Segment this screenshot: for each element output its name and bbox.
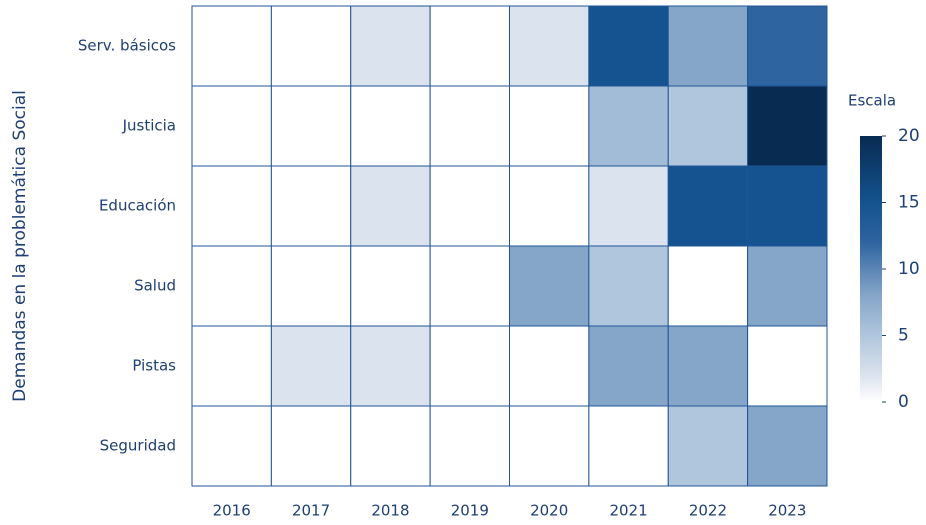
heat-cell <box>270 5 352 87</box>
heat-cell <box>350 85 431 167</box>
heat-cell <box>191 85 272 167</box>
heat-cell <box>350 325 431 407</box>
colorbar <box>860 136 882 402</box>
heat-cell <box>667 325 749 407</box>
x-tick-label: 2017 <box>292 502 330 520</box>
heat-cell <box>588 85 669 167</box>
colorbar-title: Escala <box>848 92 896 110</box>
heat-cell <box>588 325 669 407</box>
heat-cell <box>429 5 510 87</box>
x-tick-label: 2019 <box>451 502 489 520</box>
heat-cell <box>191 245 272 327</box>
heat-cell <box>350 5 431 87</box>
heat-cell <box>350 165 431 247</box>
heat-cell <box>588 5 669 87</box>
x-tick-label: 2016 <box>213 502 251 520</box>
y-tick-label: Justicia <box>122 117 176 135</box>
y-tick-label: Seguridad <box>100 437 176 455</box>
x-tick-label: 2023 <box>768 502 806 520</box>
heat-cell <box>270 325 352 407</box>
heat-cell <box>747 325 828 407</box>
heat-cell <box>588 245 669 327</box>
heat-cell <box>747 5 828 87</box>
heat-cell <box>509 85 590 167</box>
colorbar-tick-label: 0 <box>898 392 909 412</box>
heat-cell <box>350 405 431 487</box>
x-tick-label: 2020 <box>530 502 568 520</box>
heat-cell <box>509 165 590 247</box>
heat-cell <box>270 85 352 167</box>
heat-cell <box>509 245 590 327</box>
y-axis-label: Demandas en la problemática Social <box>10 90 30 402</box>
heat-cell <box>429 165 510 247</box>
y-tick-label: Salud <box>134 277 176 295</box>
heat-cell <box>350 245 431 327</box>
heat-cell <box>747 405 828 487</box>
x-tick-label: 2018 <box>371 502 409 520</box>
y-tick-label: Pistas <box>132 357 176 375</box>
heat-cell <box>747 165 828 247</box>
x-tick-label: 2021 <box>609 502 647 520</box>
heat-cell <box>667 245 749 327</box>
heat-cell <box>667 405 749 487</box>
colorbar-tick-label: 10 <box>898 259 920 279</box>
heat-cell <box>509 325 590 407</box>
heat-cell <box>747 85 828 167</box>
heat-cell <box>747 245 828 327</box>
x-tick-label: 2022 <box>689 502 727 520</box>
heat-cell <box>667 5 749 87</box>
heat-cell <box>191 405 272 487</box>
heat-cell <box>270 245 352 327</box>
heat-cell <box>191 165 272 247</box>
heat-cell <box>667 85 749 167</box>
heat-cell <box>270 165 352 247</box>
heat-cell <box>588 405 669 487</box>
heat-cell <box>509 5 590 87</box>
heat-cell <box>191 5 272 87</box>
y-tick-label: Serv. básicos <box>78 37 176 55</box>
colorbar-tick-label: 20 <box>898 126 920 146</box>
heat-cell <box>429 325 510 407</box>
heat-cell <box>588 165 669 247</box>
heat-cell <box>429 85 510 167</box>
heat-cell <box>270 405 352 487</box>
heat-cell <box>509 405 590 487</box>
y-tick-label: Educación <box>99 197 176 215</box>
heat-cell <box>429 245 510 327</box>
colorbar-tick-label: 15 <box>898 193 920 213</box>
colorbar-tick-label: 5 <box>898 326 909 346</box>
heat-cell <box>667 165 749 247</box>
heat-cell <box>429 405 510 487</box>
heat-cell <box>191 325 272 407</box>
